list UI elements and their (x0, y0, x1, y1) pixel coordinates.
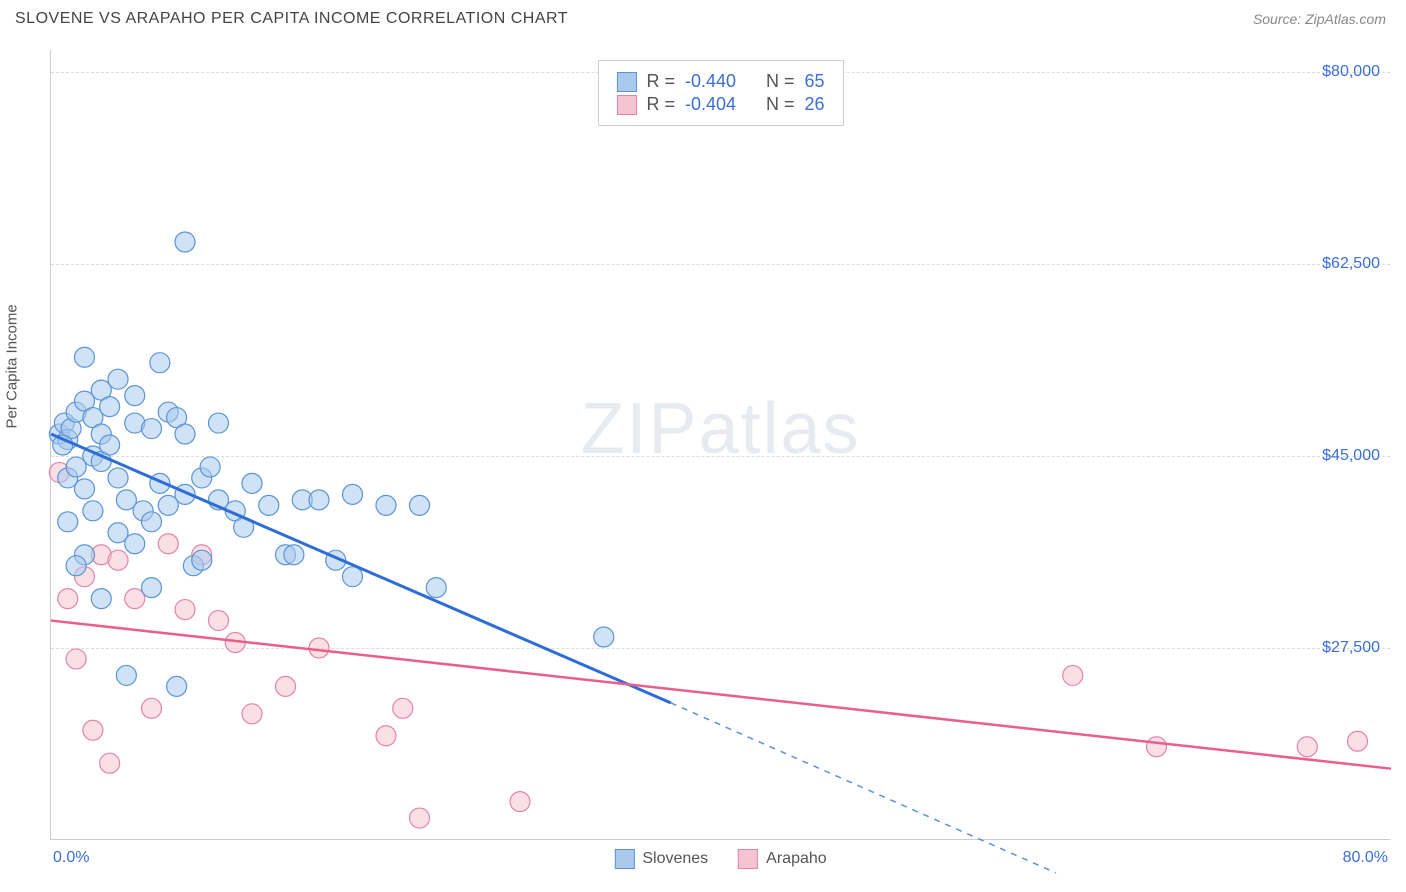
slovene-swatch-icon (616, 72, 636, 92)
chart-title: SLOVENE VS ARAPAHO PER CAPITA INCOME COR… (15, 10, 568, 28)
data-point (108, 468, 128, 488)
x-max-tick: 80.0% (1343, 849, 1388, 867)
data-point (175, 232, 195, 252)
trend-line (51, 434, 671, 703)
data-point (108, 369, 128, 389)
data-point (242, 704, 262, 724)
data-point (594, 627, 614, 647)
data-point (142, 698, 162, 718)
data-point (58, 512, 78, 532)
data-point (1063, 665, 1083, 685)
data-point (1348, 731, 1368, 751)
legend: Slovenes Arapaho (614, 849, 826, 869)
r-label: R = (646, 71, 675, 92)
data-point (108, 550, 128, 570)
data-point (100, 397, 120, 417)
data-point (142, 419, 162, 439)
data-point (142, 512, 162, 532)
data-point (209, 413, 229, 433)
data-point (175, 424, 195, 444)
data-point (284, 545, 304, 565)
trend-line (51, 621, 1391, 769)
data-point (100, 435, 120, 455)
source-label: Source: ZipAtlas.com (1253, 11, 1386, 27)
arapaho-swatch-icon (616, 95, 636, 115)
data-point (276, 676, 296, 696)
data-point (100, 753, 120, 773)
data-point (83, 501, 103, 521)
data-point (125, 386, 145, 406)
chart-area: ZIPatlas $27,500$45,000$62,500$80,000 R … (50, 50, 1390, 840)
data-point (66, 649, 86, 669)
data-point (510, 792, 530, 812)
data-point (158, 534, 178, 554)
legend-label: Slovenes (642, 850, 708, 868)
data-point (209, 611, 229, 631)
data-point (150, 353, 170, 373)
data-point (192, 550, 212, 570)
data-point (91, 589, 111, 609)
data-point (175, 600, 195, 620)
y-axis-label: Per Capita Income (4, 304, 21, 428)
data-point (125, 534, 145, 554)
legend-label: Arapaho (766, 850, 827, 868)
data-point (343, 567, 363, 587)
data-point (75, 479, 95, 499)
x-min-tick: 0.0% (53, 849, 89, 867)
data-point (309, 638, 329, 658)
data-point (259, 495, 279, 515)
data-point (142, 578, 162, 598)
data-point (410, 808, 430, 828)
data-point (309, 490, 329, 510)
data-point (376, 495, 396, 515)
n-value: 26 (805, 94, 825, 115)
legend-item: Arapaho (738, 849, 827, 869)
r-value: -0.440 (685, 71, 736, 92)
data-point (376, 726, 396, 746)
n-value: 65 (805, 71, 825, 92)
data-point (343, 484, 363, 504)
r-label: R = (646, 94, 675, 115)
scatter-plot (51, 50, 1390, 839)
stats-row: R = -0.404 N = 26 (616, 94, 824, 115)
stats-row: R = -0.440 N = 65 (616, 71, 824, 92)
data-point (426, 578, 446, 598)
data-point (1297, 737, 1317, 757)
data-point (1147, 737, 1167, 757)
n-label: N = (766, 94, 795, 115)
data-point (75, 347, 95, 367)
stats-box: R = -0.440 N = 65 R = -0.404 N = 26 (597, 60, 843, 126)
data-point (116, 665, 136, 685)
legend-item: Slovenes (614, 849, 708, 869)
data-point (410, 495, 430, 515)
data-point (200, 457, 220, 477)
n-label: N = (766, 71, 795, 92)
data-point (167, 676, 187, 696)
data-point (393, 698, 413, 718)
r-value: -0.404 (685, 94, 736, 115)
data-point (242, 473, 262, 493)
slovene-swatch-icon (614, 849, 634, 869)
trend-line (671, 703, 1056, 873)
data-point (58, 589, 78, 609)
arapaho-swatch-icon (738, 849, 758, 869)
data-point (66, 556, 86, 576)
data-point (83, 720, 103, 740)
